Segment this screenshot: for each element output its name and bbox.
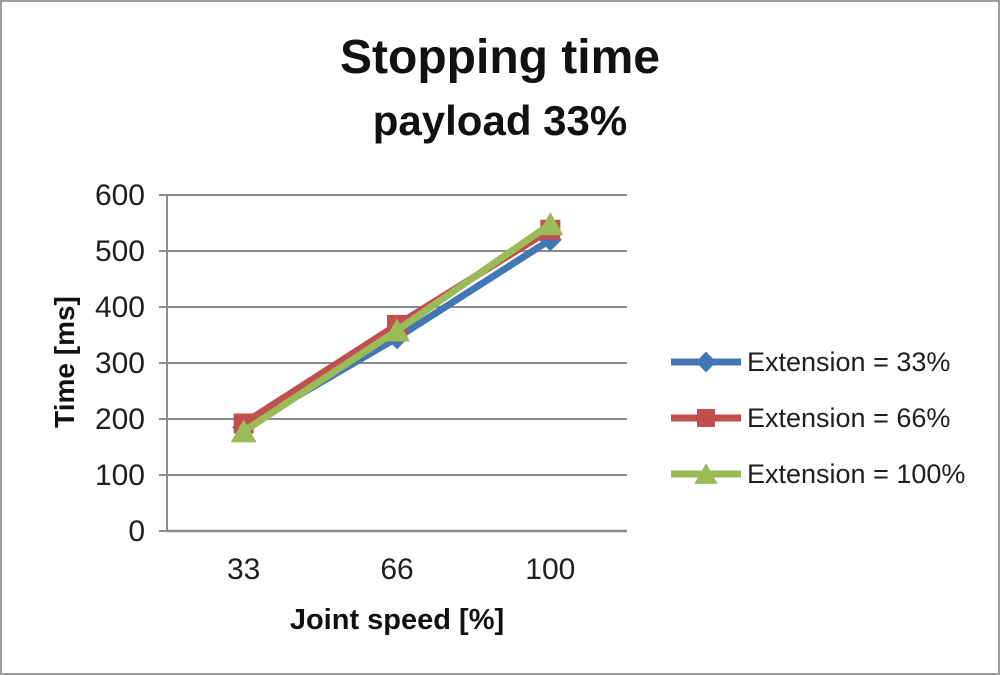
x-tick-label: 66 [380,553,413,586]
chart-subtitle: payload 33% [372,97,628,144]
legend-marker-square-icon [671,409,741,427]
y-tick-label: 0 [128,515,145,548]
x-axis-title: Joint speed [%] [289,604,505,636]
y-tick-label: 500 [95,235,145,268]
triangle-marker [537,212,564,236]
y-tick-label: 400 [95,291,145,324]
legend: Extension = 33% Extension = 66% Extensio… [670,334,965,502]
triangle-marker [384,318,410,342]
triangle-marker [230,419,257,443]
legend-item: Extension = 33% [670,334,965,390]
legend-label: Extension = 66% [747,402,951,433]
legend-marker-diamond-icon [671,351,741,373]
y-tick-label: 300 [95,347,145,380]
y-tick-label: 600 [95,179,145,212]
diamond-marker [695,351,717,373]
x-tick-label: 33 [227,553,260,586]
y-tick-label: 200 [95,403,145,436]
legend-item: Extension = 66% [670,390,965,446]
x-tick-label: 100 [525,553,575,586]
legend-label: Extension = 33% [747,346,951,377]
square-marker [697,409,715,427]
legend-item: Extension = 100% [670,446,965,502]
legend-marker-triangle-icon [671,463,741,484]
legend-label: Extension = 100% [747,458,966,489]
triangle-marker [694,463,718,484]
chart-title: Stopping time [340,31,660,84]
y-tick-label: 100 [95,459,145,492]
